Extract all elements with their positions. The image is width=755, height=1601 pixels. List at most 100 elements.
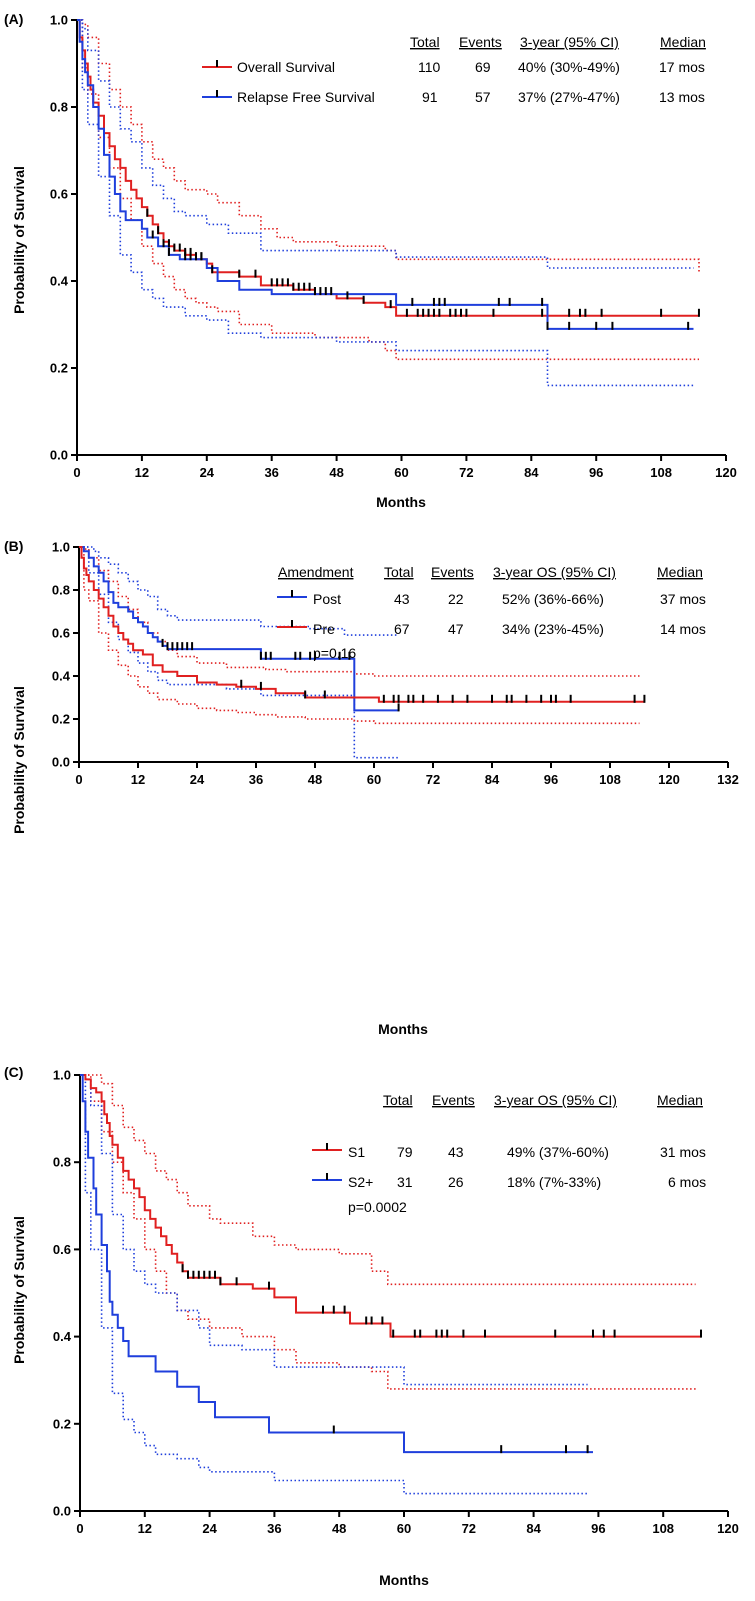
- x-tick-label: 72: [462, 1521, 476, 1536]
- legend-label-rfs: Relapse Free Survival: [237, 89, 375, 105]
- legend-header-amendment: Amendment: [278, 564, 354, 580]
- ci-band-lower-0: [79, 546, 399, 759]
- legend-swatch-rfs: [202, 90, 232, 98]
- legend-ci-rfs: 37% (27%-47%): [518, 89, 620, 105]
- x-tick-label: 12: [135, 465, 149, 480]
- y-tick-label: 0.0: [52, 755, 70, 770]
- panel-label: (C): [4, 1064, 23, 1080]
- x-tick-label: 0: [73, 465, 80, 480]
- y-tick-label: 0.0: [53, 1504, 71, 1519]
- y-tick-label: 0.4: [50, 274, 69, 289]
- ci-band-upper-0: [77, 19, 700, 273]
- x-tick-label: 48: [332, 1521, 346, 1536]
- y-tick-label: 0.8: [53, 1155, 71, 1170]
- x-tick-label: 60: [397, 1521, 411, 1536]
- y-tick-label: 0.8: [50, 100, 68, 115]
- legend-swatch-post: [277, 590, 307, 598]
- legend-ci-post: 52% (36%-66%): [502, 591, 604, 607]
- panel-c: (C) Probability of Survival Months 0 12 24…: [4, 1064, 739, 1588]
- legend-ci-s2plus: 18% (7%-33%): [507, 1174, 601, 1190]
- legend-label-os: Overall Survival: [237, 59, 335, 75]
- censor-marks: [181, 1264, 702, 1454]
- y-tick-label: 1.0: [53, 1068, 71, 1083]
- legend-median-rfs: 13 mos: [659, 89, 705, 105]
- ci-band-upper-1: [77, 19, 694, 269]
- y-tick-label: 0.4: [53, 1329, 72, 1344]
- legend-total-s2plus: 31: [397, 1174, 413, 1190]
- axes: 0 12 24 36 48 60 72 84 96 108 120 132 0.0 0.2 0.4 0.6 0.…: [52, 540, 739, 788]
- survival-curves: [80, 1074, 701, 1454]
- x-tick-label: 36: [264, 465, 278, 480]
- x-tick-label: 120: [658, 772, 680, 787]
- legend-label-post: Post: [313, 591, 341, 607]
- legend-header-events: Events: [432, 1092, 475, 1108]
- x-tick-label: 0: [75, 772, 82, 787]
- x-axis-title: Months: [379, 1572, 429, 1588]
- legend-header-events: Events: [459, 34, 502, 50]
- ci-band-lower-1: [77, 19, 694, 387]
- legend-median-pre: 14 mos: [660, 621, 706, 637]
- confidence-bands: [80, 1074, 696, 1495]
- y-tick-label: 0.4: [52, 669, 71, 684]
- legend-header-median: Median: [660, 34, 706, 50]
- legend-header-total: Total: [384, 564, 414, 580]
- legend-header-ci: 3-year OS (95% CI): [494, 1092, 617, 1108]
- legend-events-rfs: 57: [475, 89, 491, 105]
- y-tick-label: 0.0: [50, 448, 68, 463]
- x-tick-label: 84: [524, 465, 539, 480]
- y-tick-label: 0.6: [53, 1242, 71, 1257]
- legend-header-ci: 3-year (95% CI): [520, 34, 619, 50]
- axes: 0 12 24 36 48 60 72 84 96 108 120 0.0 0.2 0.4 0.6 0.8 1.…: [53, 1068, 739, 1537]
- x-tick-label: 84: [485, 772, 500, 787]
- y-axis-title: Probability of Survival: [11, 1216, 27, 1364]
- x-tick-label: 96: [591, 1521, 605, 1536]
- censor-marks: [161, 638, 646, 712]
- legend-events-os: 69: [475, 59, 491, 75]
- survival-curve-0: [80, 1074, 701, 1338]
- ci-band-lower-0: [80, 1074, 696, 1390]
- x-tick-label: 36: [267, 1521, 281, 1536]
- p-value: p=0.16: [313, 645, 356, 661]
- y-tick-label: 0.2: [50, 361, 68, 376]
- y-tick-label: 0.6: [50, 187, 68, 202]
- survival-curve-1: [80, 1074, 593, 1454]
- panel-b: (B) Probability of Survival Months 0 12 24…: [4, 538, 739, 1037]
- x-tick-label: 132: [717, 772, 739, 787]
- y-tick-label: 1.0: [50, 13, 68, 28]
- legend: Amendment Total Events 3-year OS (95% CI…: [277, 564, 706, 661]
- legend-header-median: Median: [657, 564, 703, 580]
- legend-header-total: Total: [410, 34, 440, 50]
- ci-band-upper-0: [79, 546, 399, 636]
- censor-marks: [146, 208, 700, 330]
- x-tick-label: 96: [544, 772, 558, 787]
- x-tick-label: 24: [190, 772, 205, 787]
- x-tick-label: 108: [652, 1521, 674, 1536]
- x-tick-label: 0: [76, 1521, 83, 1536]
- confidence-bands: [77, 19, 700, 387]
- panel-label: (A): [4, 11, 23, 27]
- y-tick-label: 1.0: [52, 540, 70, 555]
- survival-curve-0: [79, 546, 399, 712]
- legend-label-s2plus: S2+: [348, 1174, 373, 1190]
- legend-total-os: 110: [418, 59, 441, 75]
- x-tick-label: 24: [200, 465, 215, 480]
- x-tick-label: 12: [138, 1521, 152, 1536]
- legend-label-pre: Pre: [313, 621, 335, 637]
- x-tick-label: 108: [650, 465, 672, 480]
- legend-events-s2plus: 26: [448, 1174, 464, 1190]
- y-tick-label: 0.8: [52, 583, 70, 598]
- x-tick-label: 60: [394, 465, 408, 480]
- legend-header-events: Events: [431, 564, 474, 580]
- legend-swatch-os: [202, 60, 232, 68]
- legend: Total Events 3-year (95% CI) Median Over…: [202, 34, 706, 105]
- legend-events-pre: 47: [448, 621, 464, 637]
- ci-band-upper-1: [80, 1074, 588, 1386]
- legend-median-post: 37 mos: [660, 591, 706, 607]
- legend-median-os: 17 mos: [659, 59, 705, 75]
- panel-label: (B): [4, 538, 23, 554]
- legend-ci-s1: 49% (37%-60%): [507, 1144, 609, 1160]
- x-tick-label: 48: [329, 465, 343, 480]
- legend-header-total: Total: [383, 1092, 413, 1108]
